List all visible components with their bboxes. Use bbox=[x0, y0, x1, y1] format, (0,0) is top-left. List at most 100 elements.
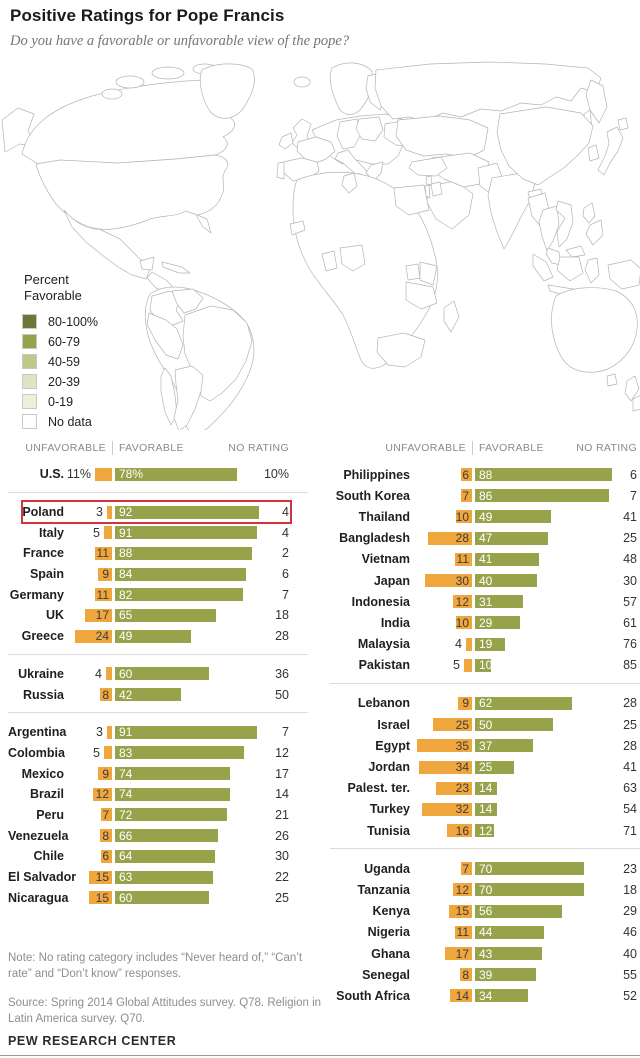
favorable-zone: 91 bbox=[115, 526, 262, 540]
country-label: Brazil bbox=[29, 787, 64, 802]
no-rating-value: 18 bbox=[275, 608, 289, 623]
favorable-zone: 72 bbox=[115, 808, 262, 822]
country-label: Lebanon bbox=[357, 696, 410, 711]
no-rating-value: 28 bbox=[275, 629, 289, 644]
favorable-bar: 70 bbox=[475, 862, 584, 876]
favorable-bar: 83 bbox=[115, 746, 244, 760]
country-label: Senegal bbox=[362, 967, 410, 982]
map-landmass bbox=[496, 106, 594, 186]
unfavorable-bar: 12 bbox=[93, 787, 112, 801]
favorable-bar: 84 bbox=[115, 567, 246, 581]
header-unfavorable: UNFAVORABLE bbox=[25, 441, 106, 454]
subtitle: Do you have a favorable or unfavorable v… bbox=[10, 33, 350, 49]
unfavorable-bar: 8 bbox=[460, 968, 472, 982]
country-label: UK bbox=[45, 608, 64, 623]
table-row: UK 17 65 18 bbox=[8, 605, 308, 626]
favorable-bar: 86 bbox=[475, 489, 609, 503]
unfavorable-zone: 8 bbox=[410, 968, 472, 982]
favorable-zone: 25 bbox=[475, 760, 620, 774]
map-region-senegal bbox=[289, 220, 306, 236]
table-row: Greece 24 49 28 bbox=[8, 626, 308, 647]
header-no-rating: NO RATING bbox=[576, 441, 637, 454]
favorable-bar: 14 bbox=[475, 781, 497, 795]
map-region-israel bbox=[424, 184, 431, 199]
table-row: El Salvador 15 63 22 bbox=[8, 867, 308, 888]
table-row: Lebanon 9 62 28 bbox=[330, 693, 640, 714]
unfavorable-bar: 25 bbox=[433, 718, 472, 732]
favorable-bar: 50 bbox=[475, 718, 553, 732]
favorable-bar: 74 bbox=[115, 787, 230, 801]
map-region-south-africa bbox=[376, 332, 426, 368]
country-label: Malaysia bbox=[357, 637, 410, 652]
unfavorable-zone: 4 bbox=[410, 637, 472, 651]
unfavorable-zone: 3 bbox=[64, 725, 112, 739]
unfavorable-zone: 11 bbox=[64, 588, 112, 602]
country-label: Russia bbox=[23, 687, 64, 702]
favorable-zone: 43 bbox=[475, 947, 620, 961]
unfavorable-value: 3 bbox=[96, 505, 103, 520]
favorable-zone: 31 bbox=[475, 595, 620, 609]
unfavorable-value: 4 bbox=[455, 637, 462, 652]
unfavorable-zone: 17 bbox=[410, 947, 472, 961]
favorable-bar: 88 bbox=[475, 468, 612, 482]
map-region-greece bbox=[365, 161, 384, 182]
favorable-zone: 49 bbox=[115, 629, 262, 643]
group-separator bbox=[330, 682, 640, 684]
favorable-bar: 42 bbox=[115, 688, 181, 702]
country-label: Thailand bbox=[358, 509, 410, 524]
unfavorable-value: 5 bbox=[453, 658, 460, 673]
footnote: Note: No rating category includes “Never… bbox=[8, 952, 303, 980]
map-region-mexico bbox=[63, 209, 151, 280]
favorable-zone: 49 bbox=[475, 510, 620, 524]
unfavorable-zone: 7 bbox=[64, 808, 112, 822]
unfavorable-bar bbox=[107, 505, 112, 519]
unfavorable-zone: 15 bbox=[64, 870, 112, 884]
map-region-vietnam bbox=[555, 200, 574, 248]
table-row: Palest. ter. 23 14 63 bbox=[330, 778, 640, 799]
table-row: Argentina 3 91 7 bbox=[8, 722, 308, 743]
unfavorable-bar: 7 bbox=[101, 808, 112, 822]
unfavorable-zone: 35 bbox=[410, 739, 472, 753]
legend-row: 40-59 bbox=[22, 352, 98, 372]
no-rating-value: 36 bbox=[275, 666, 289, 681]
no-rating-value: 55 bbox=[623, 967, 637, 982]
no-rating-value: 30 bbox=[275, 849, 289, 864]
map-region-malaysia bbox=[545, 247, 562, 266]
favorable-zone: 88 bbox=[475, 468, 620, 482]
no-rating-value: 6 bbox=[630, 467, 637, 482]
map-region-south-korea bbox=[587, 144, 600, 162]
country-label: Philippines bbox=[343, 467, 410, 482]
favorable-zone: 88 bbox=[115, 546, 262, 560]
favorable-zone: 39 bbox=[475, 968, 620, 982]
legend-label: 60-79 bbox=[48, 334, 80, 349]
map-region-india bbox=[487, 172, 536, 250]
no-rating-value: 40 bbox=[623, 946, 637, 961]
country-label: France bbox=[23, 546, 64, 561]
favorable-bar: 43 bbox=[475, 947, 542, 961]
unfavorable-zone: 12 bbox=[410, 883, 472, 897]
no-rating-value: 7 bbox=[282, 725, 289, 740]
favorable-bar: 37 bbox=[475, 739, 533, 753]
map-region-indonesia bbox=[584, 257, 600, 284]
table-row: Mexico 9 74 17 bbox=[8, 763, 308, 784]
country-label: El Salvador bbox=[8, 870, 77, 885]
unfavorable-bar bbox=[466, 637, 472, 651]
favorable-zone: 65 bbox=[115, 608, 262, 622]
table-row: Russia 8 42 50 bbox=[8, 684, 308, 705]
favorable-bar: 49 bbox=[475, 510, 551, 524]
country-label: Egypt bbox=[375, 738, 410, 753]
table-row: Chile 6 64 30 bbox=[8, 846, 308, 867]
chart-body-right: Philippines 6 88 6 South Korea 7 86 7 Thailand 10… bbox=[330, 464, 640, 1007]
country-label: Tunisia bbox=[367, 823, 410, 838]
map-landmass bbox=[443, 300, 460, 333]
unfavorable-value: 5 bbox=[93, 745, 100, 760]
unfavorable-bar: 11 bbox=[455, 925, 472, 939]
table-row: Malaysia 4 19 76 bbox=[330, 634, 640, 655]
header-favorable: FAVORABLE bbox=[479, 441, 544, 454]
favorable-bar: 62 bbox=[475, 696, 572, 710]
unfavorable-bar: 11 bbox=[95, 588, 112, 602]
no-rating-value: 29 bbox=[623, 904, 637, 919]
country-label: Pakistan bbox=[358, 658, 410, 673]
country-label: Turkey bbox=[369, 802, 410, 817]
chart-body-left: U.S. 11% 78% 10% Poland 3 92 4 Italy 5 91 4 France 11… bbox=[8, 464, 308, 908]
